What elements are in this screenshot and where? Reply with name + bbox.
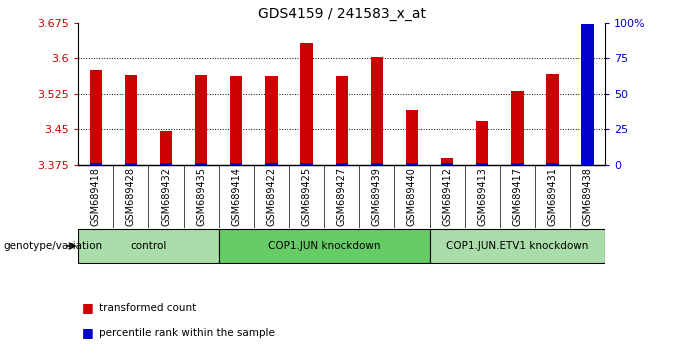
Bar — [511, 91, 524, 165]
Text: GSM689422: GSM689422 — [267, 167, 277, 226]
Text: COP1.JUN.ETV1 knockdown: COP1.JUN.ETV1 knockdown — [446, 241, 589, 251]
Text: GSM689431: GSM689431 — [547, 167, 558, 226]
Text: percentile rank within the sample: percentile rank within the sample — [99, 328, 275, 338]
Bar — [90, 70, 102, 165]
Text: control: control — [131, 241, 167, 251]
Text: ■: ■ — [82, 302, 93, 314]
Bar — [441, 159, 454, 165]
Text: GSM689432: GSM689432 — [161, 167, 171, 226]
Bar — [546, 74, 559, 165]
Bar — [124, 75, 137, 165]
Text: GSM689427: GSM689427 — [337, 167, 347, 226]
Bar — [265, 76, 277, 165]
Bar — [476, 121, 488, 165]
Bar — [195, 75, 207, 165]
Text: GSM689440: GSM689440 — [407, 167, 417, 226]
Text: GSM689439: GSM689439 — [372, 167, 382, 226]
Bar — [301, 163, 313, 165]
Title: GDS4159 / 241583_x_at: GDS4159 / 241583_x_at — [258, 7, 426, 21]
Bar — [230, 163, 243, 165]
Text: GSM689413: GSM689413 — [477, 167, 488, 226]
Bar — [546, 163, 559, 165]
Bar — [230, 76, 243, 165]
Bar — [160, 163, 172, 165]
Bar — [406, 110, 418, 165]
Text: GSM689435: GSM689435 — [196, 167, 206, 226]
Bar — [301, 43, 313, 165]
Bar — [581, 24, 594, 165]
Bar — [371, 57, 383, 165]
Bar — [441, 163, 454, 165]
Bar — [581, 26, 594, 165]
Bar — [335, 163, 348, 165]
Text: GSM689438: GSM689438 — [583, 167, 593, 226]
FancyBboxPatch shape — [430, 229, 605, 263]
FancyBboxPatch shape — [78, 229, 219, 263]
Bar — [406, 163, 418, 165]
Bar — [476, 163, 488, 165]
Bar — [90, 163, 102, 165]
Bar — [371, 163, 383, 165]
Text: GSM689425: GSM689425 — [301, 167, 311, 226]
Text: GSM689417: GSM689417 — [512, 167, 522, 226]
Text: transformed count: transformed count — [99, 303, 196, 313]
Text: GSM689414: GSM689414 — [231, 167, 241, 226]
Text: GSM689418: GSM689418 — [90, 167, 101, 226]
Bar — [195, 163, 207, 165]
Bar — [160, 131, 172, 165]
Text: GSM689412: GSM689412 — [442, 167, 452, 226]
Text: genotype/variation: genotype/variation — [3, 241, 103, 251]
Bar — [265, 163, 277, 165]
Text: GSM689428: GSM689428 — [126, 167, 136, 226]
Bar — [511, 163, 524, 165]
FancyBboxPatch shape — [219, 229, 430, 263]
Text: ■: ■ — [82, 326, 93, 339]
Text: COP1.JUN knockdown: COP1.JUN knockdown — [268, 241, 380, 251]
Bar — [124, 163, 137, 165]
Bar — [335, 76, 348, 165]
